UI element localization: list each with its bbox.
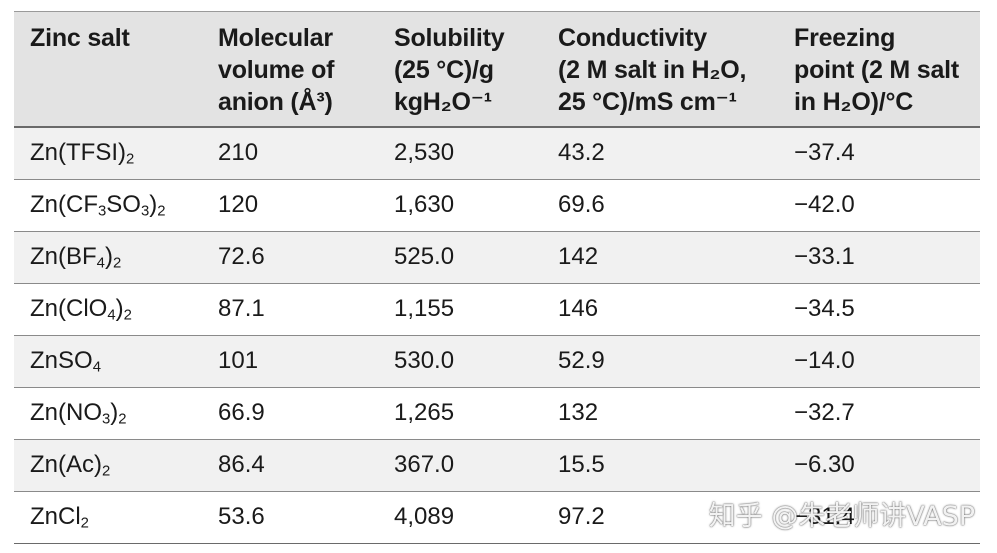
cell-conductivity: 132 [542,387,778,440]
header-zinc-salt: Zinc salt [14,11,202,128]
table-header: Zinc salt Molecular volume of anion (Å³)… [14,11,980,128]
cell-molecular-volume: 72.6 [202,231,378,284]
cell-freezing-point: −14.0 [778,335,980,388]
cell-zinc-salt: Zn(TFSI)2 [14,127,202,180]
header-line: point (2 M salt [794,56,960,84]
header-line: in H₂O)/°C [794,88,914,116]
formula-subscript: 3 [98,203,107,220]
cell-freezing-point: −33.1 [778,231,980,284]
formula-text: Zn(TFSI) [30,139,126,167]
cell-solubility: 4,089 [378,491,542,544]
cell-zinc-salt: Zn(BF4)2 [14,231,202,284]
formula-text: ) [110,399,119,426]
header-solubility: Solubility (25 °C)/g kgH₂O⁻¹ [378,11,542,128]
cell-freezing-point: −32.7 [778,387,980,440]
table-row: Zn(BF4)2 72.6 525.0 142 −33.1 [14,231,980,284]
cell-solubility: 1,265 [378,387,542,440]
formula-text: Zn(Ac) [30,451,102,478]
table-row: ZnSO4 101 530.0 52.9 −14.0 [14,335,980,388]
cell-zinc-salt: Zn(CF3SO3)2 [14,179,202,232]
cell-freezing-point: −31.4 [778,491,980,544]
cell-solubility: 525.0 [378,231,542,284]
cell-conductivity: 146 [542,283,778,336]
cell-zinc-salt: ZnCl2 [14,491,202,544]
formula-subscript: 2 [123,307,132,324]
formula-text: ZnSO [30,347,93,374]
cell-solubility: 2,530 [378,127,542,180]
data-table-container: Zinc salt Molecular volume of anion (Å³)… [14,11,980,544]
cell-conductivity: 15.5 [542,439,778,492]
cell-conductivity: 97.2 [542,491,778,544]
header-molecular-volume: Molecular volume of anion (Å³) [202,11,378,128]
formula-text: Zn(CF [30,191,98,218]
formula-subscript: 3 [102,411,111,428]
cell-zinc-salt: Zn(Ac)2 [14,439,202,492]
cell-molecular-volume: 101 [202,335,378,388]
cell-solubility: 1,155 [378,283,542,336]
formula-subscript: 4 [92,359,101,376]
formula-text: ) [104,243,113,270]
header-line: Conductivity [558,24,707,52]
formula-subscript: 2 [126,151,135,168]
header-row: Zinc salt Molecular volume of anion (Å³)… [14,11,980,128]
header-line: Solubility [394,24,505,52]
header-line: anion (Å³) [218,88,333,116]
header-line: (2 M salt in H₂O, [558,56,747,84]
formula-text: SO [106,191,141,218]
header-line: 25 °C)/mS cm⁻¹ [558,88,737,116]
header-line: (25 °C)/g [394,56,494,84]
header-line: Molecular [218,24,333,52]
cell-freezing-point: −6.30 [778,439,980,492]
cell-freezing-point: −34.5 [778,283,980,336]
zinc-salt-properties-table: Zinc salt Molecular volume of anion (Å³)… [14,11,980,544]
cell-solubility: 367.0 [378,439,542,492]
formula-text: ZnCl [30,503,81,530]
cell-solubility: 530.0 [378,335,542,388]
watermark: 知乎 @朱老师讲VASP [708,501,975,532]
cell-molecular-volume: 210 [202,127,378,180]
header-line: Freezing [794,24,896,52]
table-row: Zn(NO3)2 66.9 1,265 132 −32.7 [14,387,980,440]
table-body: Zn(TFSI)2 210 2,530 43.2 −37.4 Zn(CF3SO3)2 120… [14,127,980,544]
formula-subscript: 4 [107,307,116,324]
cell-zinc-salt: Zn(ClO4)2 [14,283,202,336]
cell-zinc-salt: Zn(NO3)2 [14,387,202,440]
cell-conductivity: 142 [542,231,778,284]
formula-text: Zn(ClO [30,295,108,322]
table-row: Zn(ClO4)2 87.1 1,155 146 −34.5 [14,283,980,336]
formula-subscript: 2 [112,255,122,272]
header-line: volume of [218,56,335,84]
formula-subscript: 4 [96,255,105,272]
header-conductivity: Conductivity (2 M salt in H₂O, 25 °C)/mS… [542,11,778,128]
cell-molecular-volume: 86.4 [202,439,378,492]
table-row: Zn(Ac)2 86.4 367.0 15.5 −6.30 [14,439,980,492]
formula-subscript: 2 [157,203,166,220]
cell-zinc-salt: ZnSO4 [14,335,202,388]
cell-molecular-volume: 120 [202,179,378,232]
table-row: ZnCl2 53.6 4,089 97.2 −31.4 [14,491,980,544]
formula-text: Zn(BF [30,243,97,270]
cell-freezing-point: −42.0 [778,179,980,232]
cell-molecular-volume: 66.9 [202,387,378,440]
cell-conductivity: 52.9 [542,335,778,388]
cell-conductivity: 43.2 [542,127,778,180]
formula-text: ) [149,191,158,218]
formula-subscript: 2 [80,515,89,532]
formula-text: ) [115,295,124,322]
cell-molecular-volume: 87.1 [202,283,378,336]
formula-subscript: 2 [118,411,127,428]
header-line: kgH₂O⁻¹ [394,88,492,116]
table-row: Zn(CF3SO3)2 120 1,630 69.6 −42.0 [14,179,980,232]
formula-subscript: 2 [102,463,111,480]
cell-solubility: 1,630 [378,179,542,232]
header-line: Zinc salt [30,24,130,52]
formula-subscript: 3 [140,203,150,220]
cell-freezing-point: −37.4 [778,127,980,180]
cell-conductivity: 69.6 [542,179,778,232]
formula-text: Zn(NO [30,399,102,426]
cell-molecular-volume: 53.6 [202,491,378,544]
table-row: Zn(TFSI)2 210 2,530 43.2 −37.4 [14,127,980,180]
header-freezing-point: Freezing point (2 M salt in H₂O)/°C [778,11,980,128]
